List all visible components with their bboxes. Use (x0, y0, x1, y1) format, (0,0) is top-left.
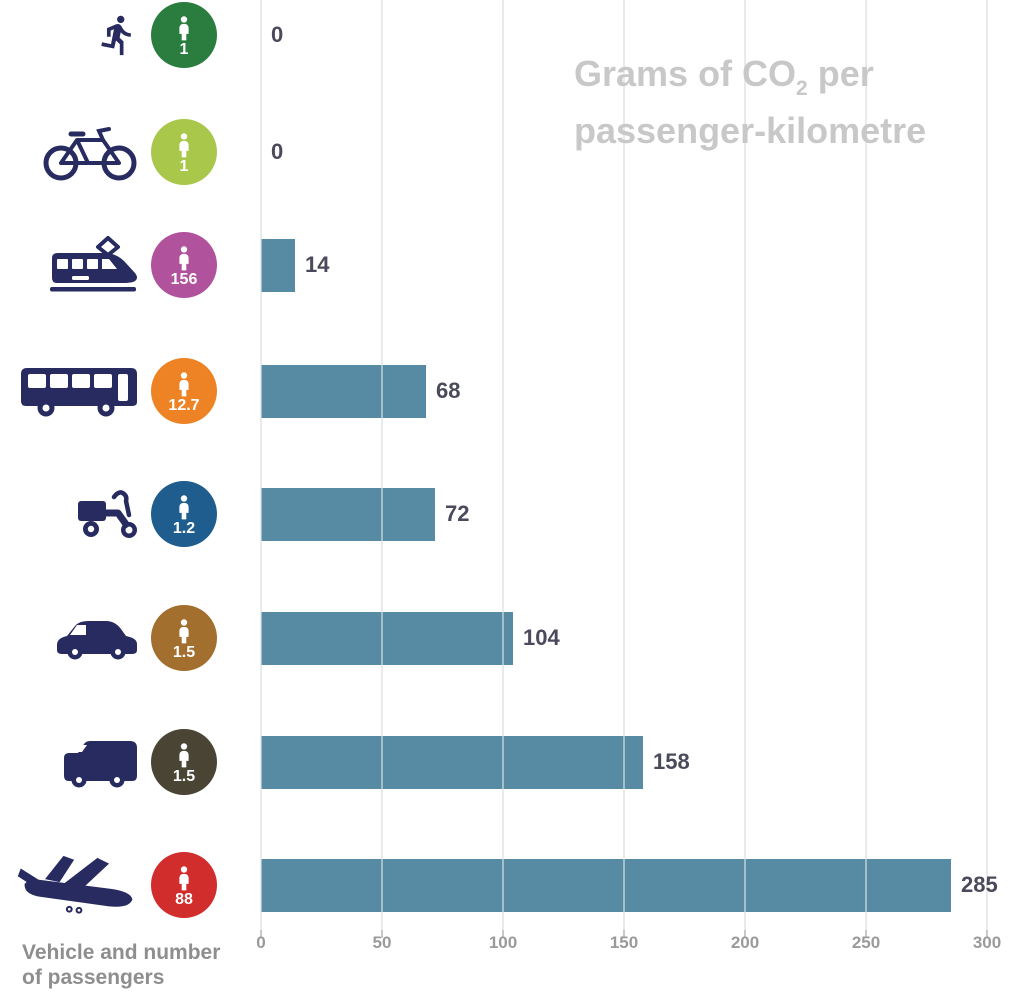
co2-bar (261, 611, 513, 665)
co2-bar (261, 858, 951, 912)
passenger-badge: 12.7 (151, 358, 217, 424)
co2-bar (261, 487, 435, 541)
co2-value-label: 285 (961, 872, 998, 897)
co2-value-label: 72 (445, 501, 470, 526)
axis-tick-label: 100 (488, 933, 518, 952)
axis-tick-label: 250 (851, 933, 881, 952)
passenger-count: 156 (170, 270, 198, 288)
gridline (502, 0, 504, 930)
chart-title-line2: passenger-kilometre (574, 110, 927, 151)
co2-value-label: 14 (305, 252, 330, 277)
axis-tick (502, 930, 504, 938)
gridline (623, 0, 625, 930)
airplane-icon (16, 852, 140, 918)
gridline-highlight (744, 0, 746, 930)
axis-tick-label: 0 (256, 933, 266, 952)
person-icon (179, 245, 189, 270)
axis-tick-label: 150 (609, 933, 639, 952)
co2-value-label: 0 (271, 139, 284, 164)
gridline (260, 0, 262, 930)
passenger-badge: 1 (151, 2, 217, 68)
passenger-count: 1 (179, 157, 189, 175)
passenger-badge: 1.2 (151, 481, 217, 547)
van-icon (62, 736, 140, 788)
person-icon (179, 618, 189, 643)
passenger-badge: 156 (151, 232, 217, 298)
co2-value-label: 0 (271, 22, 284, 47)
gridline (986, 0, 988, 930)
person-icon (179, 371, 189, 396)
gridline-highlight (381, 0, 383, 930)
passenger-count: 1 (179, 40, 189, 58)
co2-bar (261, 735, 643, 789)
passenger-count: 1.5 (172, 643, 196, 661)
person-icon (179, 865, 189, 890)
pedestrian-icon (96, 9, 140, 61)
gridline-highlight (986, 0, 988, 930)
bus-icon (18, 364, 140, 418)
axis-tick (744, 930, 746, 938)
car-icon (54, 614, 140, 662)
co2-value-label: 68 (436, 378, 461, 403)
passenger-count: 1.5 (172, 767, 196, 785)
co2-bar (261, 364, 426, 418)
gridline (744, 0, 746, 930)
axis-caption-line2: of passengers (22, 966, 165, 989)
axis-caption: Vehicle and number of passengers (22, 940, 220, 990)
tram-icon (44, 234, 140, 296)
passenger-count: 1.2 (172, 519, 196, 537)
passenger-badge: 1.5 (151, 729, 217, 795)
gridline (865, 0, 867, 930)
co2-value-label: 104 (523, 625, 560, 650)
axis-tick (865, 930, 867, 938)
gridline-highlight (260, 0, 262, 930)
bicycle-icon (40, 122, 140, 182)
axis-tick-label: 200 (730, 933, 760, 952)
gridline (381, 0, 383, 930)
person-icon (179, 132, 189, 157)
co2-value-label: 158 (653, 749, 690, 774)
axis-tick (986, 930, 988, 938)
gridline-highlight (502, 0, 504, 930)
passenger-count: 12.7 (168, 396, 200, 414)
chart-title-line1: Grams of CO2 per (574, 53, 874, 100)
chart-title: Grams of CO2 per passenger-kilometre (574, 48, 926, 156)
passenger-badge: 1.5 (151, 605, 217, 671)
axis-tick (260, 930, 262, 938)
axis-caption-line1: Vehicle and number (22, 941, 221, 964)
gridline-highlight (865, 0, 867, 930)
axis-tick-label: 50 (372, 933, 392, 952)
gridline-highlight (623, 0, 625, 930)
axis-tick (623, 930, 625, 938)
co2-bar (261, 238, 295, 292)
person-icon (179, 494, 189, 519)
person-icon (179, 742, 189, 767)
axis-tick (381, 930, 383, 938)
scooter-icon (74, 487, 140, 541)
passenger-badge: 1 (151, 119, 217, 185)
axis-tick-label: 300 (972, 933, 1002, 952)
co2-subscript: 2 (796, 77, 808, 100)
passenger-badge: 88 (151, 852, 217, 918)
passenger-count: 88 (175, 890, 193, 908)
person-icon (179, 15, 189, 40)
